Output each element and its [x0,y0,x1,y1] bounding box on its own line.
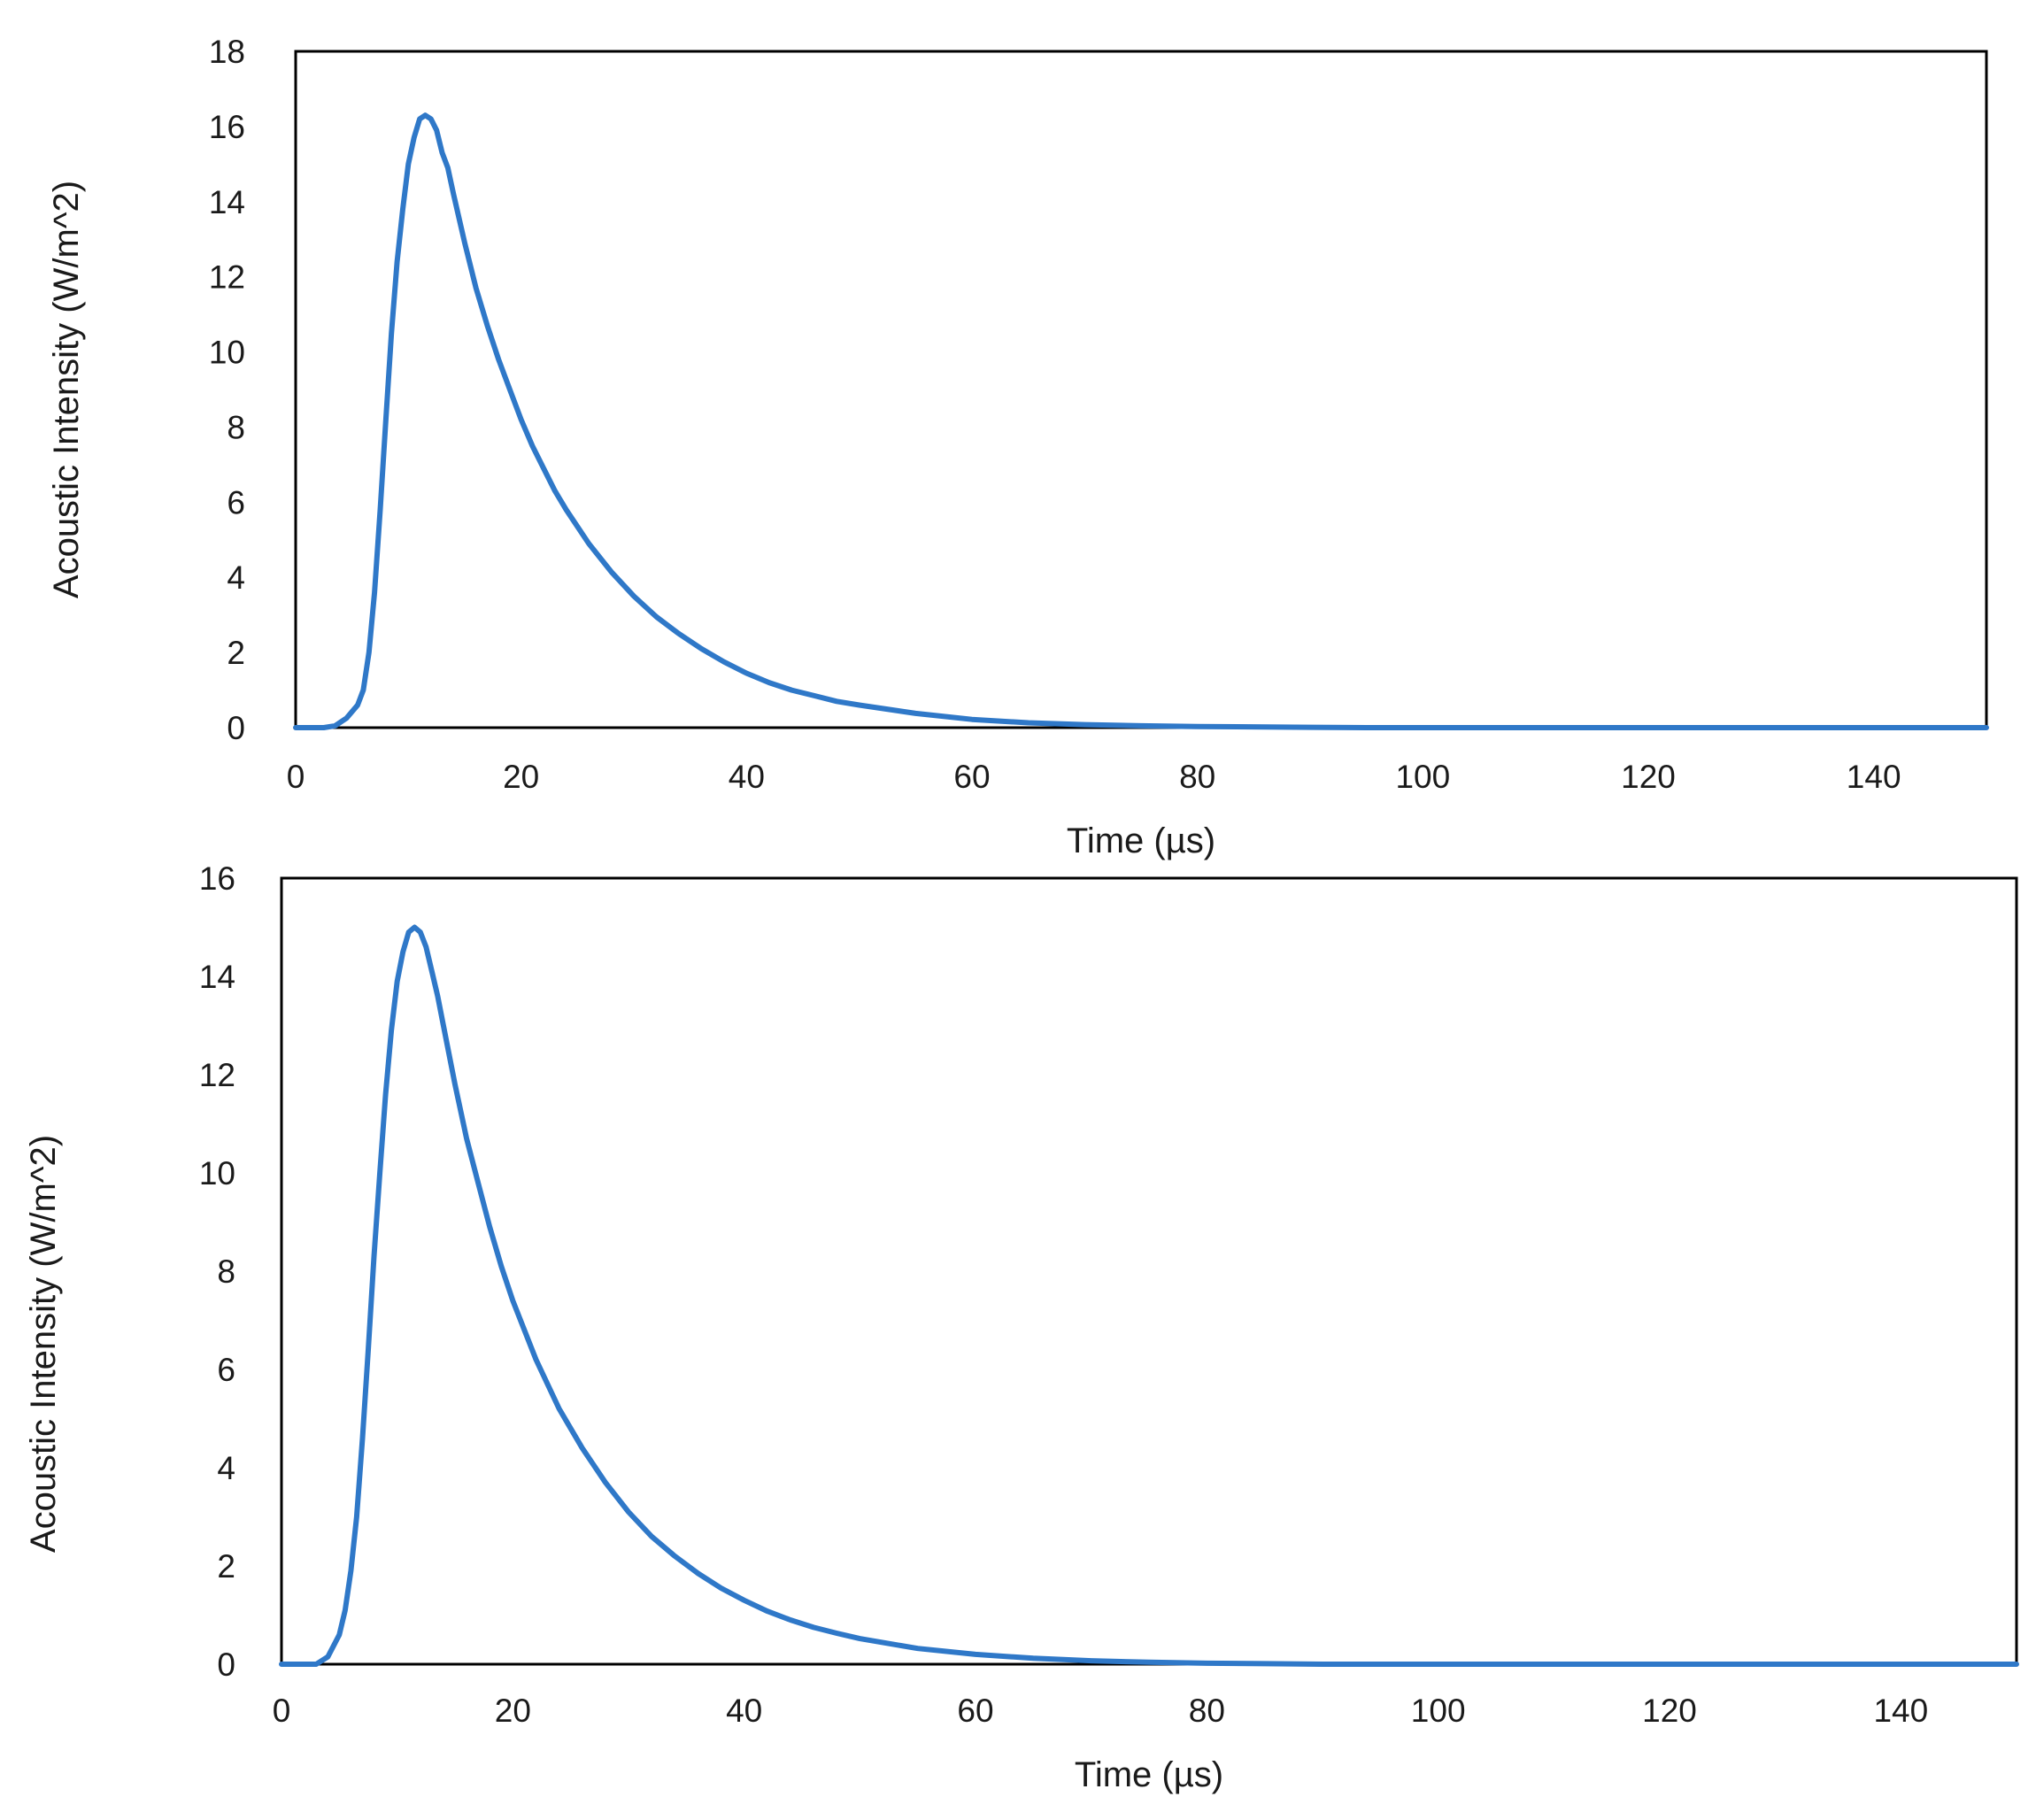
intensity-line-top [293,112,1989,730]
y-tick-label: 8 [217,1253,235,1290]
y-tick-label: 12 [209,259,245,296]
x-tick-labels-bottom: 0 20 40 60 80 100 120 140 [273,1693,1928,1729]
x-tick-label: 20 [495,1693,531,1729]
x-tick-label: 60 [953,759,990,795]
y-tick-label: 2 [227,635,245,671]
y-tick-label: 16 [199,860,235,897]
y-tick-label: 4 [227,559,245,596]
x-tick-label: 120 [1621,759,1676,795]
x-tick-label: 120 [1642,1693,1697,1729]
x-tick-label: 80 [1189,1693,1225,1729]
y-tick-label: 12 [199,1057,235,1093]
plot-area-bottom [280,876,2018,1666]
x-tick-label: 20 [503,759,539,795]
x-tick-label: 40 [729,759,765,795]
chart-top: 0 2 4 6 8 10 12 14 16 18 0 20 40 60 80 100 120 140 Time … [47,34,1989,860]
y-tick-label: 10 [199,1155,235,1191]
x-axis-title-bottom: Time (µs) [1075,1755,1223,1794]
y-tick-label: 14 [199,959,235,995]
x-tick-label: 100 [1395,759,1450,795]
y-tick-label: 0 [227,710,245,746]
x-tick-label: 80 [1179,759,1215,795]
y-tick-label: 0 [217,1646,235,1683]
y-tick-label: 16 [209,109,245,145]
chart-bottom: 0 2 4 6 8 10 12 14 16 0 20 40 60 80 100 120 140 Time (µ… [24,860,2019,1794]
intensity-line-bottom [279,924,2019,1667]
x-tick-label: 140 [1847,759,1901,795]
y-axis-title-top: Acoustic Intensity (W/m^2) [47,181,86,598]
x-tick-label: 0 [273,1693,291,1729]
y-tick-label: 10 [209,335,245,371]
y-axis-title-bottom: Acoustic Intensity (W/m^2) [24,1135,63,1553]
x-tick-label: 100 [1411,1693,1466,1729]
y-tick-label: 18 [209,34,245,70]
x-tick-label: 140 [1873,1693,1928,1729]
y-tick-label: 4 [217,1450,235,1486]
y-tick-labels-top: 0 2 4 6 8 10 12 14 16 18 [209,34,245,746]
y-tick-label: 14 [209,184,245,220]
x-tick-labels-top: 0 20 40 60 80 100 120 140 [287,759,1901,795]
x-axis-title-top: Time (µs) [1067,821,1215,860]
x-tick-label: 0 [287,759,305,795]
plot-area-top [294,50,1988,729]
x-tick-label: 40 [726,1693,762,1729]
y-tick-label: 6 [227,484,245,521]
x-tick-label: 60 [957,1693,993,1729]
y-tick-label: 2 [217,1548,235,1585]
y-tick-label: 6 [217,1352,235,1388]
y-tick-label: 8 [227,409,245,445]
y-tick-labels-bottom: 0 2 4 6 8 10 12 14 16 [199,860,235,1683]
